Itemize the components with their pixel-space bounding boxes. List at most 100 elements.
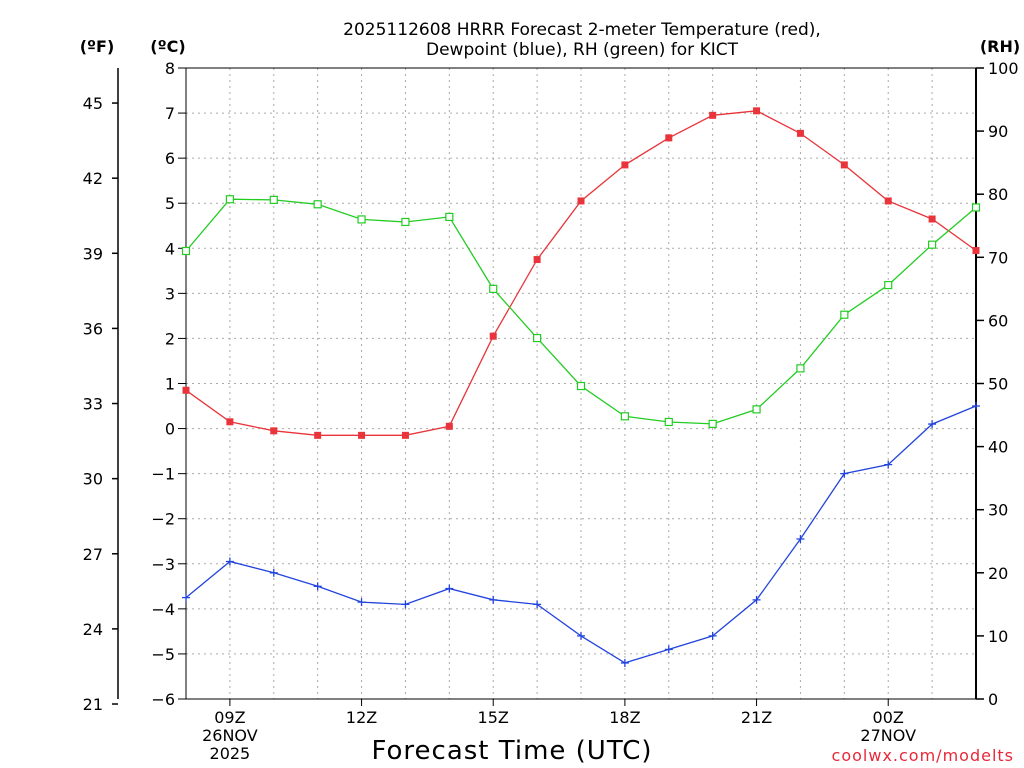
fahrenheit-unit-label: (ºF) [80, 37, 115, 56]
temperature-point [226, 418, 234, 426]
axes: −6−5−4−3−2−10123456782124273033363942450… [83, 59, 1019, 763]
rh-point [313, 200, 322, 209]
temperature-point [358, 431, 366, 439]
rh-point [796, 364, 805, 373]
celsius-tick-label: 1 [165, 375, 175, 394]
fahrenheit-tick-label: 39 [83, 244, 103, 263]
fahrenheit-tick-label: 24 [83, 620, 103, 639]
temperature-point [709, 111, 717, 119]
celsius-tick-label: 6 [165, 149, 175, 168]
dewpoint-point [401, 600, 410, 609]
x-tick-label: 21Z [741, 708, 772, 727]
temperature-point [621, 161, 629, 169]
dewpoint-point [313, 582, 322, 591]
rh-tick-label: 80 [988, 185, 1008, 204]
temperature-point [270, 427, 278, 435]
rh-tick-label: 90 [988, 122, 1008, 141]
dewpoint-point [884, 460, 893, 469]
celsius-tick-label: 3 [165, 284, 175, 303]
x-axis-label: Forecast Time (UTC) [371, 736, 652, 766]
rh-point [401, 217, 410, 227]
dewpoint-point [620, 658, 629, 667]
x-tick-label: 12Z [346, 708, 377, 727]
rh-line [185, 198, 977, 425]
rh-point [533, 333, 542, 343]
dewpoint-point [928, 420, 937, 429]
rh-point [576, 381, 586, 391]
temperature-point [840, 161, 848, 169]
rh-point [445, 212, 454, 222]
rh-point [840, 310, 849, 319]
dewpoint-line [185, 405, 977, 664]
rh-point [884, 280, 893, 290]
rh-point [708, 419, 717, 428]
rh-point [620, 412, 629, 421]
dewpoint-point [225, 557, 234, 566]
temperature-point [314, 431, 322, 439]
x-tick-label: 2025 [210, 744, 251, 763]
rh-point [489, 284, 498, 293]
celsius-unit-label: (ºC) [150, 37, 185, 56]
rh-tick-label: 100 [988, 59, 1019, 78]
credit-text: coolwx.com/modelts [832, 746, 1014, 765]
rh-point [225, 195, 234, 204]
fahrenheit-tick-label: 45 [83, 94, 103, 113]
celsius-tick-label: −6 [151, 690, 175, 709]
rh-point [971, 203, 981, 212]
x-tick-label: 18Z [609, 708, 640, 727]
dewpoint-point [533, 600, 542, 609]
dewpoint-point [445, 584, 454, 593]
celsius-tick-label: −4 [151, 600, 175, 619]
fahrenheit-tick-label: 42 [83, 169, 103, 188]
celsius-tick-label: −2 [151, 510, 175, 529]
rh-tick-label: 20 [988, 564, 1008, 583]
fahrenheit-tick-label: 21 [83, 695, 103, 714]
dewpoint-point [752, 595, 761, 604]
dewpoint-point [269, 568, 278, 577]
temperature-point [796, 129, 804, 137]
rh-tick-label: 50 [988, 375, 1008, 394]
fahrenheit-tick-label: 33 [83, 395, 103, 414]
temperature-point [401, 431, 409, 439]
rh-point [181, 246, 191, 256]
rh-point [664, 417, 673, 427]
temperature-point [928, 215, 936, 223]
temperature-point [665, 134, 673, 142]
rh-tick-label: 10 [988, 627, 1008, 646]
chart-title-line-2: Dewpoint (blue), RH (green) for KICT [426, 40, 739, 60]
dewpoint-point [840, 469, 849, 478]
celsius-tick-label: 2 [165, 329, 175, 348]
temperature-point [972, 247, 980, 255]
celsius-tick-label: −1 [151, 465, 175, 484]
x-tick-label: 09Z [214, 708, 245, 727]
dewpoint-point [182, 593, 190, 602]
celsius-tick-label: −5 [151, 645, 175, 664]
celsius-tick-label: −3 [151, 555, 175, 574]
rh-unit-label: (RH) [980, 37, 1020, 56]
x-tick-label: 27NOV [860, 726, 916, 745]
temperature-point [445, 422, 453, 430]
celsius-tick-label: 7 [165, 104, 175, 123]
x-tick-label: 26NOV [202, 726, 258, 745]
chart-title-line-1: 2025112608 HRRR Forecast 2-meter Tempera… [343, 20, 821, 40]
celsius-tick-label: 4 [165, 239, 175, 258]
rh-point [357, 215, 366, 224]
fahrenheit-tick-label: 36 [83, 319, 103, 338]
dewpoint-point [972, 402, 980, 411]
dewpoint-point [664, 645, 673, 654]
dewpoint-point [489, 595, 498, 604]
rh-point [928, 240, 937, 249]
temperature-point [533, 256, 541, 264]
rh-tick-label: 60 [988, 311, 1008, 330]
dewpoint-point [577, 631, 585, 640]
celsius-tick-label: 5 [165, 194, 175, 213]
temperature-point [884, 197, 892, 205]
temperature-point [182, 386, 190, 394]
temperature-point [753, 107, 761, 115]
rh-tick-label: 30 [988, 501, 1008, 520]
temperature-point [577, 197, 585, 205]
series [181, 107, 981, 667]
rh-point [752, 405, 761, 414]
rh-tick-label: 70 [988, 248, 1008, 267]
